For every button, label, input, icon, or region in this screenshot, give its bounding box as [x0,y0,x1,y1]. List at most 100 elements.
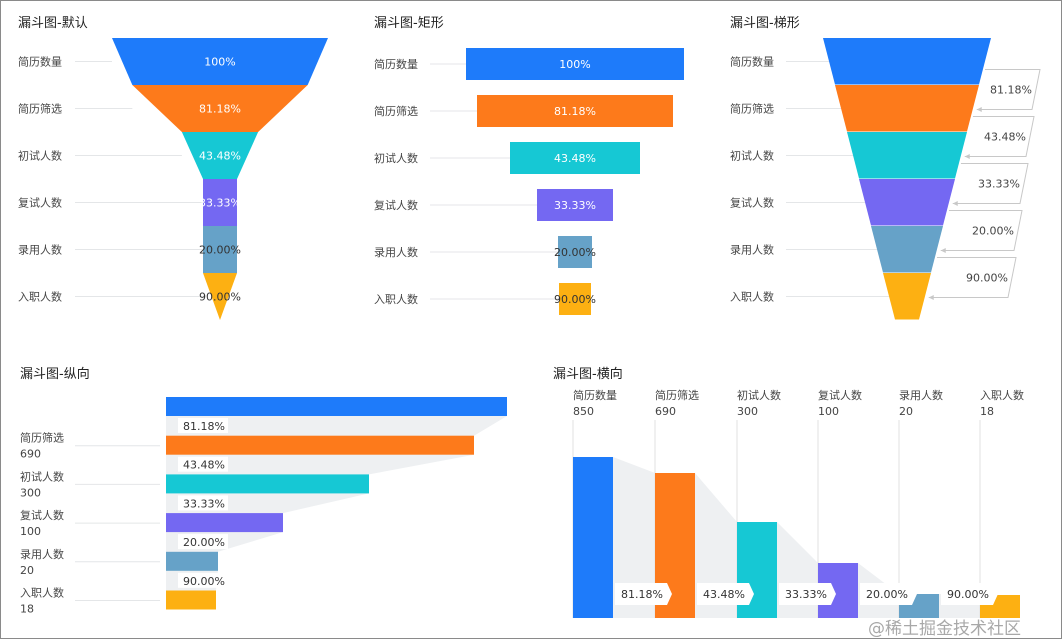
funnel-bar-6 [559,283,591,315]
percent-label: 43.48% [554,152,596,165]
funnel-segment-3 [181,132,259,179]
category-label: 初试人数 [730,149,774,163]
funnel-segment-1 [112,38,328,85]
funnel-segment-4 [203,179,237,226]
arrow-icon [940,248,946,253]
arrow-icon [976,107,982,112]
funnel-bar-3 [510,142,640,174]
connector-line [976,69,1041,110]
category-label: 入职人数 [20,587,64,600]
conversion-label-bg [178,572,228,588]
connector-line [940,210,1023,251]
connector-line [964,116,1035,157]
percent-label: 33.33% [554,199,596,212]
conversion-label: 43.48% [703,588,745,601]
percent-label: 43.48% [199,150,241,163]
conversion-label: 33.33% [785,588,827,601]
percent-label: 81.18% [199,103,241,116]
category-label: 入职人数 [730,291,774,304]
value-label: 18 [980,405,994,418]
value-label: 690 [20,448,41,461]
category-label: 简历筛选 [374,104,418,118]
category-label: 录用人数 [374,246,418,259]
funnel-bar-1 [466,48,684,80]
funnel-column-1 [573,457,613,618]
arrow-icon [952,201,958,206]
conversion-label-bg [178,456,228,472]
conversion-tag [697,583,754,605]
category-label: 初试人数 [737,388,781,402]
conversion-label: 33.33% [978,178,1020,191]
funnel-segment-5 [871,226,943,273]
percent-label: 33.33% [199,197,241,210]
funnel-segment-4 [859,179,955,226]
chart-title-rect: 漏斗图-矩形 [374,15,444,31]
value-label: 100 [818,405,839,418]
value-label: 300 [737,405,758,418]
funnel-segment-6 [883,273,931,320]
conversion-label-bg [178,418,228,433]
arrow-icon [964,154,970,159]
conversion-tag [860,583,917,605]
category-label: 复试人数 [18,196,62,210]
value-label: 100 [20,525,41,538]
funnel-segment-2 [835,85,979,132]
connector-line [952,163,1029,204]
funnel-bar-5 [166,551,218,571]
conversion-label: 43.48% [984,131,1026,144]
value-label: 20 [20,564,34,577]
percent-label: 100% [204,56,235,69]
percent-label: 81.18% [554,105,596,118]
funnel-bar-5 [558,236,592,268]
funnel-segment-1 [823,38,991,85]
conversion-tag [779,583,836,605]
watermark: @稀土掘金技术社区 [868,619,1021,639]
percent-label: 20.00% [199,244,241,257]
percent-label: 90.00% [554,293,596,306]
chart-title-horizontal: 漏斗图-横向 [553,366,623,382]
category-label: 简历筛选 [730,102,774,116]
category-label: 入职人数 [374,293,418,306]
category-label: 复试人数 [818,388,862,402]
conversion-label: 81.18% [183,420,225,433]
funnel-bar-3 [166,474,369,494]
category-label: 录用人数 [18,244,62,257]
conversion-label-bg [178,534,228,550]
funnel-bar-2 [477,95,673,127]
conversion-tag [941,583,998,605]
funnel-bar-4 [166,513,283,533]
category-label: 简历数量 [374,57,418,71]
category-label: 复试人数 [20,508,64,522]
category-label: 初试人数 [18,149,62,163]
category-label: 简历数量 [730,55,774,69]
percent-label: 100% [559,58,590,71]
category-label: 录用人数 [899,389,943,402]
category-label: 简历筛选 [18,102,62,116]
value-label: 20 [899,405,913,418]
category-label: 复试人数 [374,198,418,212]
category-label: 简历筛选 [655,388,699,402]
connector-line [928,257,1017,298]
value-label: 850 [573,405,594,418]
percent-label: 20.00% [554,246,596,259]
conversion-label-bg [178,495,228,511]
category-label: 简历筛选 [20,431,64,445]
funnel-segment-3 [847,132,967,179]
value-label: 300 [20,486,41,499]
value-label: 18 [20,603,34,616]
funnel-bar-6 [166,590,216,610]
percent-label: 90.00% [199,291,241,304]
conversion-label: 43.48% [183,459,225,472]
conversion-label: 20.00% [972,225,1014,238]
chart-title-vertical: 漏斗图-纵向 [20,366,90,382]
chart-title-trapezoid: 漏斗图-梯形 [730,15,800,31]
conversion-label: 90.00% [183,575,225,588]
funnel-segment-6 [203,273,237,320]
funnel-bar-4 [537,189,613,221]
chart-title-default: 漏斗图-默认 [18,15,88,31]
conversion-label: 81.18% [990,84,1032,97]
category-label: 入职人数 [980,389,1024,402]
arrow-icon [928,295,934,300]
category-label: 录用人数 [20,548,64,561]
value-label: 690 [655,405,676,418]
